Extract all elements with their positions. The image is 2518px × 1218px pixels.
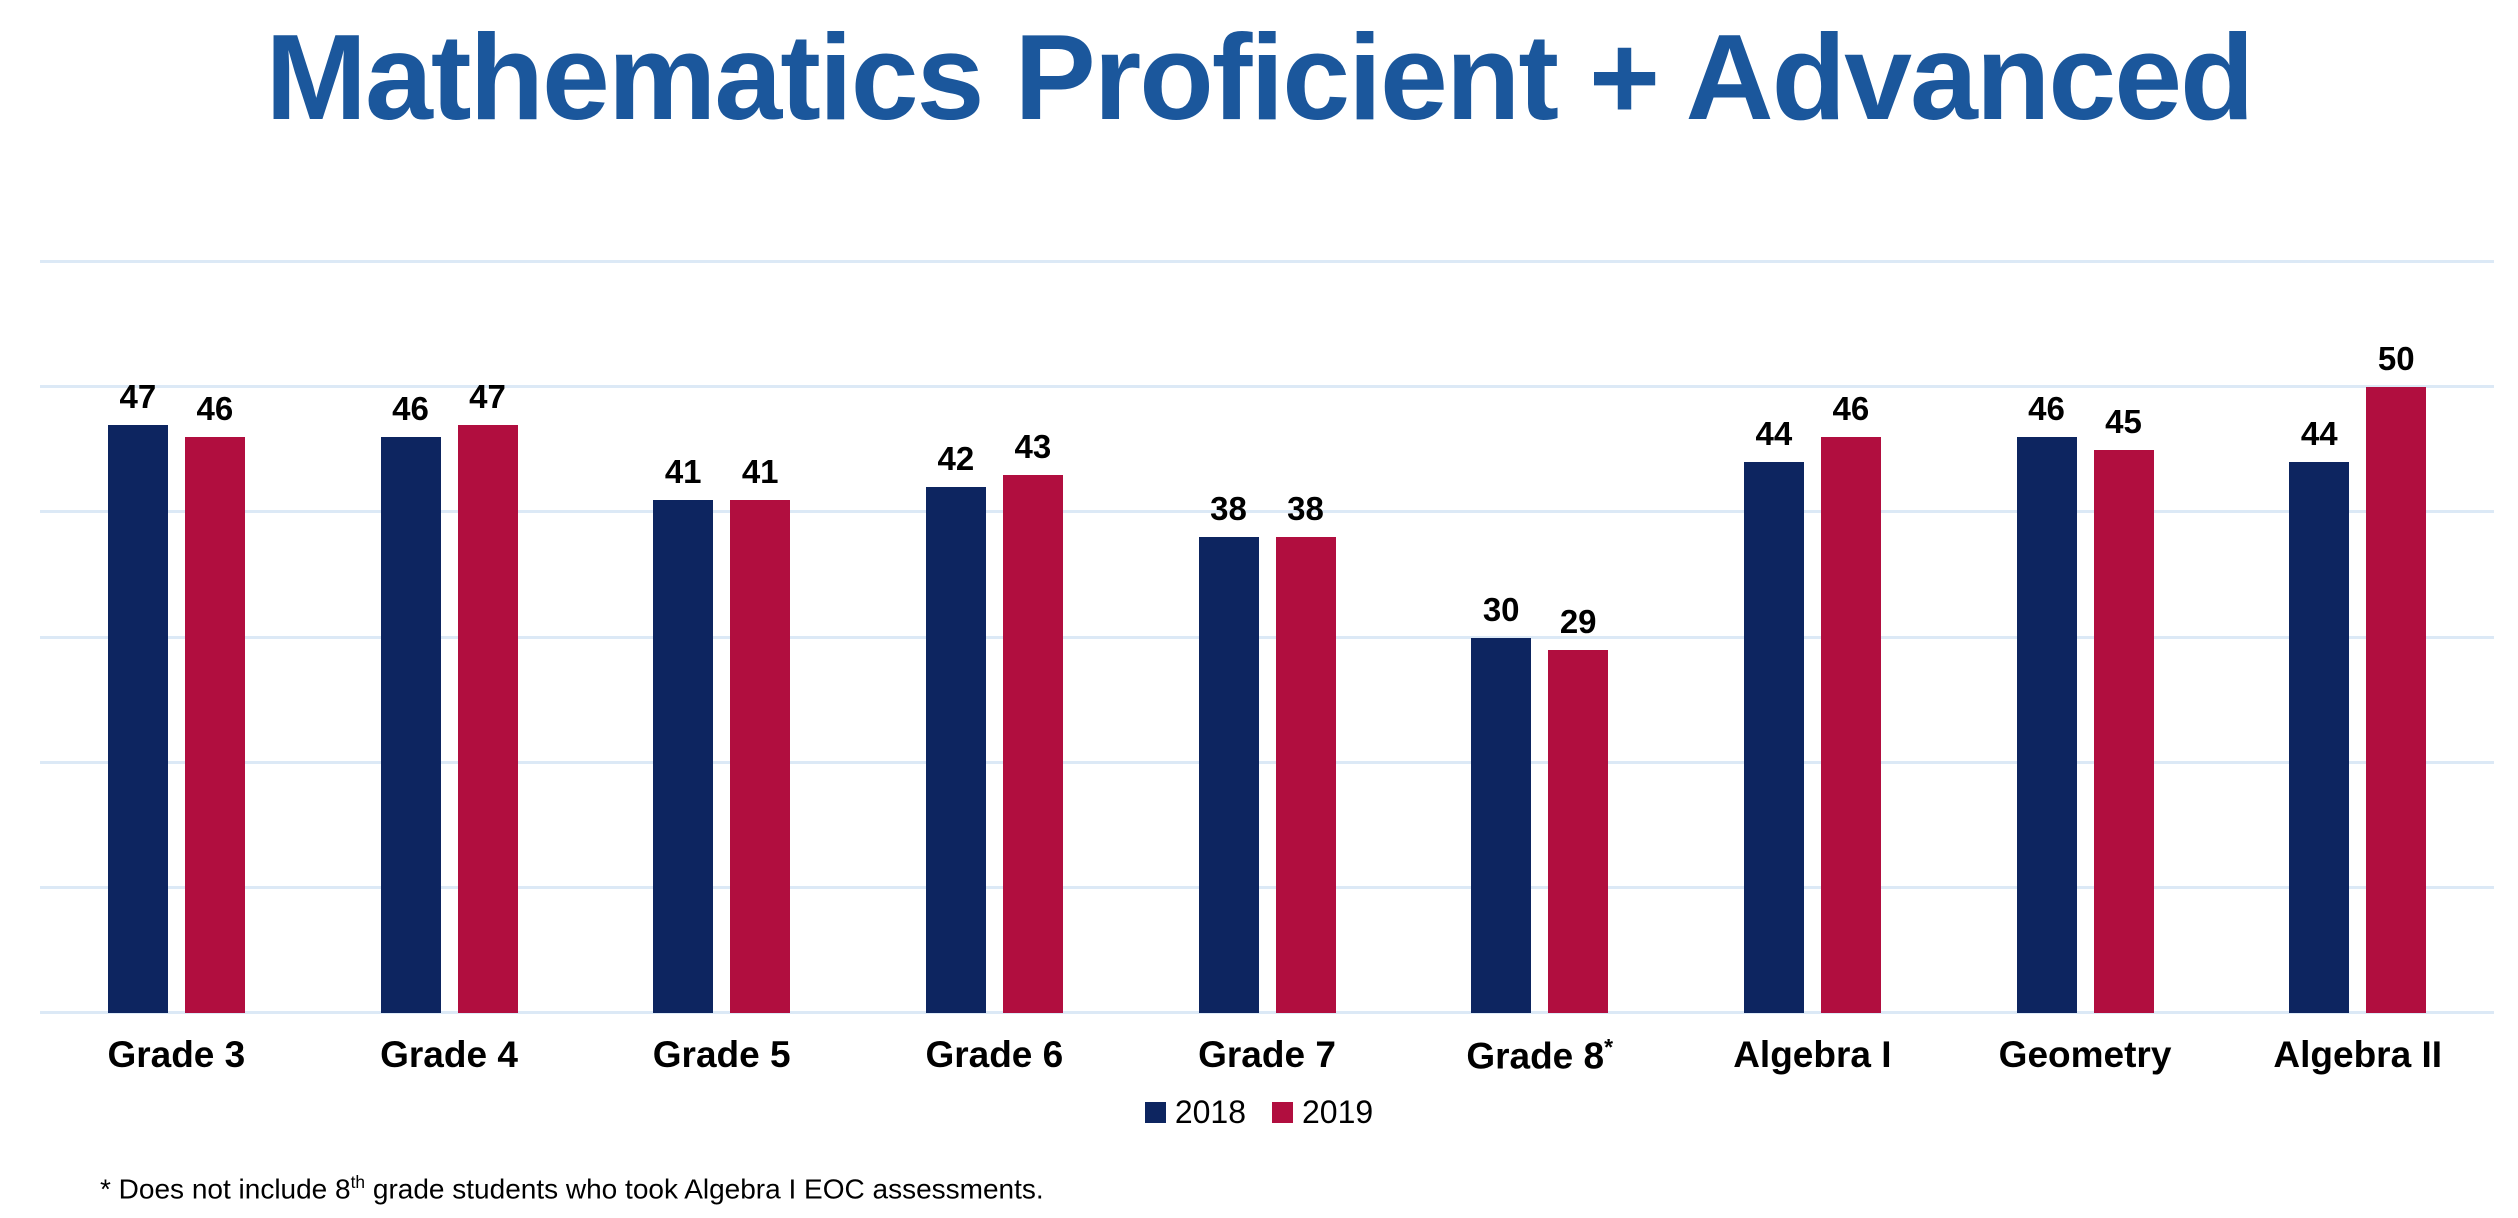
bar-2018-grade-8: 30 — [1471, 262, 1532, 1013]
data-label-2019-grade-5: 41 — [741, 452, 779, 490]
bar-2019-geometry: 45 — [2093, 262, 2154, 1013]
bar-rect — [1275, 537, 1336, 1013]
data-label-2018-grade-4: 46 — [392, 390, 429, 428]
bar-group-grade-7: 38 38 — [1131, 262, 1404, 1013]
bar-rect — [1471, 637, 1532, 1013]
bar-2019-algebra-i: 46 — [1820, 262, 1881, 1013]
bar-2019-grade-5: 41 — [730, 262, 791, 1013]
category-label-geometry: Geometry — [1998, 1034, 2172, 1075]
bar-group-geometry: 46 45 — [1949, 262, 2222, 1013]
bar-rect — [1743, 462, 1804, 1013]
bar-rect — [2093, 449, 2154, 1013]
legend-label-2019: 2019 — [1302, 1094, 1374, 1130]
legend-swatch-icon-2019 — [1272, 1102, 1293, 1123]
bar-group-algebra-ii: 44 50 — [2221, 262, 2494, 1013]
gridline-20 — [40, 760, 2494, 764]
bar-2018-grade-3: 47 — [107, 262, 168, 1013]
category-label-grade-7: Grade 7 — [1198, 1034, 1336, 1075]
chart-title: Mathematics Proficient + Advanced — [265, 9, 2254, 145]
bar-group-grade-8: 30 29 — [1403, 262, 1676, 1013]
data-label-2018-geometry: 46 — [2028, 390, 2065, 428]
data-label-2018-grade-6: 42 — [937, 440, 975, 478]
bar-2019-grade-7: 38 — [1275, 262, 1336, 1013]
category-axis: Grade 3 Grade 4 Grade 5 Grade 6 Grade 7 Grade… — [40, 1034, 2494, 1077]
footnote: * Does not include 8th grade students wh… — [100, 1172, 1044, 1205]
data-label-2018-grade-7: 38 — [1210, 490, 1247, 528]
category-label-grade-3: Grade 3 — [107, 1034, 246, 1075]
bar-rect — [1820, 437, 1881, 1013]
bar-2019-grade-6: 43 — [1002, 262, 1063, 1013]
legend: 2018 2019 — [0, 1094, 2518, 1131]
bar-series-area: 47 46 46 47 41 41 42 43 38 38 30 29 44 46 46 45 44 50 — [40, 262, 2494, 1013]
bar-rect — [1198, 537, 1259, 1013]
data-label-2018-grade-8: 30 — [1482, 590, 1520, 628]
category-label-grade-5: Grade 5 — [652, 1034, 791, 1075]
bar-2019-grade-4: 47 — [457, 262, 518, 1013]
category-label-algebra-i: Algebra I — [1733, 1034, 1892, 1075]
bar-rect — [653, 499, 714, 1013]
legend-item-2019: 2019 — [1272, 1094, 1373, 1131]
category-label-grade-8: Grade 8* — [1466, 1034, 1614, 1077]
data-label-2019-algebra-i: 46 — [1832, 390, 1870, 428]
data-label-2019-algebra-ii: 50 — [2377, 340, 2415, 378]
bar-group-grade-4: 46 47 — [313, 262, 586, 1013]
data-label-2018-algebra-ii: 44 — [2300, 415, 2338, 453]
bar-2018-algebra-ii: 44 — [2289, 262, 2350, 1013]
data-label-2019-grade-7: 38 — [1287, 490, 1324, 528]
plot-area: 47 46 46 47 41 41 42 43 38 38 30 29 44 46 46 45 44 50 — [40, 260, 2494, 1014]
bar-rect — [2366, 387, 2427, 1013]
bar-rect — [380, 437, 441, 1013]
data-label-2019-grade-4: 47 — [469, 377, 506, 415]
bar-rect — [184, 437, 245, 1013]
bar-rect — [2016, 437, 2077, 1013]
footnote-text-continued: grade students who took Algebra I EOC as… — [365, 1173, 1044, 1205]
footnote-text: * Does not include 8 — [100, 1173, 351, 1205]
gridline-40 — [40, 510, 2494, 514]
bar-group-grade-3: 47 46 — [40, 262, 313, 1013]
category-label-grade-6: Grade 6 — [925, 1034, 1064, 1075]
legend-swatch-icon-2018 — [1144, 1102, 1166, 1123]
bar-rect — [2289, 462, 2350, 1013]
bar-rect — [925, 487, 986, 1013]
bar-2018-algebra-i: 44 — [1743, 262, 1804, 1013]
bar-2019-algebra-ii: 50 — [2366, 262, 2427, 1013]
bar-rect — [1548, 650, 1609, 1013]
bar-rect — [107, 424, 168, 1013]
data-label-2018-grade-3: 47 — [119, 377, 157, 415]
data-label-2019-grade-3: 46 — [196, 390, 234, 428]
data-label-2018-algebra-i: 44 — [1755, 415, 1793, 453]
gridline-30 — [40, 635, 2494, 639]
bar-2018-grade-4: 46 — [380, 262, 441, 1013]
bar-group-grade-6: 42 43 — [858, 262, 1131, 1013]
gridline-10 — [40, 885, 2494, 889]
gridline-50 — [40, 385, 2494, 389]
category-label-grade-4: Grade 4 — [380, 1034, 518, 1075]
bar-group-grade-5: 41 41 — [585, 262, 858, 1013]
data-label-2019-geometry: 45 — [2105, 402, 2142, 440]
bar-group-algebra-i: 44 46 — [1676, 262, 1949, 1013]
footnote-superscript: th — [350, 1172, 366, 1192]
bar-rect — [1002, 474, 1063, 1013]
data-label-2018-grade-5: 41 — [664, 452, 702, 490]
legend-item-2018: 2018 — [1144, 1094, 1246, 1131]
bar-2018-grade-6: 42 — [925, 262, 986, 1013]
bar-2018-grade-7: 38 — [1198, 262, 1259, 1013]
gridline-0 — [40, 1011, 2494, 1014]
data-label-2019-grade-8: 29 — [1559, 603, 1597, 641]
bar-rect — [730, 499, 791, 1013]
legend-label-2018: 2018 — [1174, 1094, 1246, 1130]
category-label-algebra-ii: Algebra II — [2273, 1034, 2443, 1075]
bar-2019-grade-8: 29 — [1548, 262, 1609, 1013]
bar-2019-grade-3: 46 — [184, 262, 245, 1013]
gridline-60 — [40, 260, 2494, 263]
data-label-2019-grade-6: 43 — [1014, 427, 1052, 465]
bar-rect — [457, 424, 518, 1013]
bar-2018-grade-5: 41 — [653, 262, 714, 1013]
bar-2018-geometry: 46 — [2016, 262, 2077, 1013]
